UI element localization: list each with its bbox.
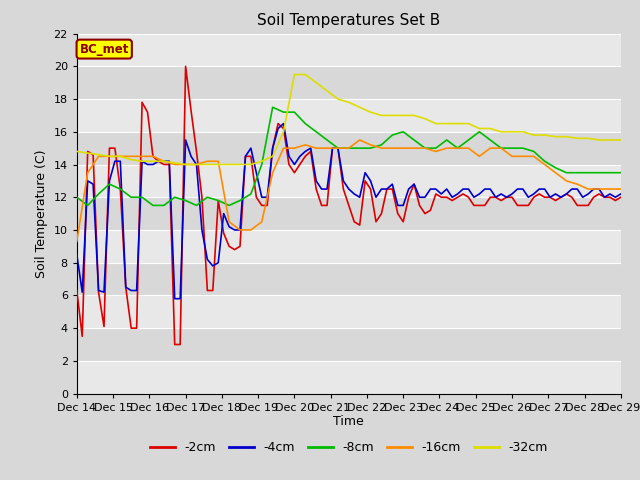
- X-axis label: Time: Time: [333, 415, 364, 429]
- Legend: -2cm, -4cm, -8cm, -16cm, -32cm: -2cm, -4cm, -8cm, -16cm, -32cm: [145, 436, 553, 459]
- Bar: [77, 66, 621, 99]
- Bar: [77, 99, 621, 132]
- Bar: [77, 328, 621, 361]
- Bar: [77, 132, 621, 165]
- Y-axis label: Soil Temperature (C): Soil Temperature (C): [35, 149, 48, 278]
- Bar: [77, 361, 621, 394]
- Bar: [77, 263, 621, 295]
- Bar: [77, 295, 621, 328]
- Bar: [77, 34, 621, 66]
- Bar: [77, 197, 621, 230]
- Bar: [77, 230, 621, 263]
- Bar: [77, 165, 621, 197]
- Title: Soil Temperatures Set B: Soil Temperatures Set B: [257, 13, 440, 28]
- Text: BC_met: BC_met: [79, 43, 129, 56]
